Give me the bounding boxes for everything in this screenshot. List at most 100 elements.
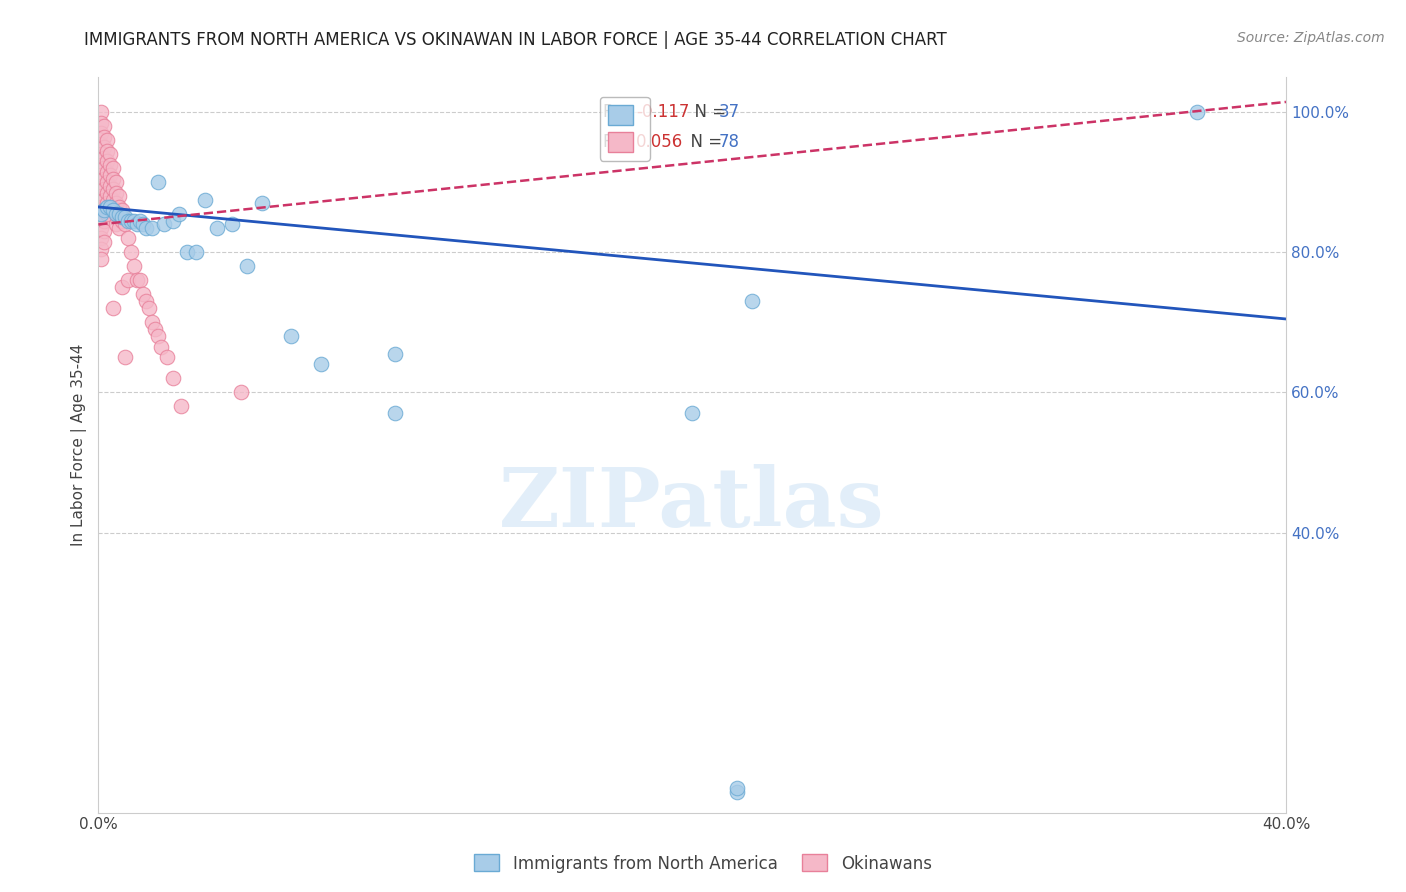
Point — [186, 245, 208, 260]
Point — [96, 154, 118, 169]
Point — [162, 371, 184, 385]
Point — [122, 260, 145, 274]
Point — [90, 211, 112, 225]
Point — [96, 176, 118, 190]
Point — [93, 172, 115, 186]
Point — [205, 221, 228, 235]
Point — [90, 158, 112, 172]
Point — [93, 161, 115, 176]
Point — [93, 224, 115, 238]
Point — [135, 221, 157, 235]
Text: 37: 37 — [718, 103, 740, 121]
Text: R =: R = — [603, 103, 640, 121]
Point — [90, 252, 112, 267]
Point — [114, 218, 136, 232]
Point — [96, 165, 118, 179]
Point — [90, 147, 112, 161]
Point — [93, 203, 115, 218]
Point — [132, 218, 155, 232]
Point — [103, 172, 125, 186]
Point — [103, 161, 125, 176]
Text: ZIPatlas: ZIPatlas — [499, 464, 884, 544]
Point — [93, 214, 115, 228]
Point — [105, 218, 128, 232]
Point — [135, 294, 157, 309]
Point — [221, 218, 243, 232]
Point — [117, 231, 139, 245]
Text: N =: N = — [683, 103, 731, 121]
Point — [125, 273, 148, 287]
Point — [105, 186, 128, 200]
Point — [122, 214, 145, 228]
Point — [105, 196, 128, 211]
Point — [138, 301, 160, 316]
Legend: Immigrants from North America, Okinawans: Immigrants from North America, Okinawans — [468, 847, 938, 880]
Point — [103, 203, 125, 218]
Point — [105, 176, 128, 190]
Point — [90, 200, 112, 214]
Point — [93, 235, 115, 249]
Point — [108, 211, 131, 225]
Point — [152, 218, 174, 232]
Point — [93, 203, 115, 218]
Point — [681, 407, 703, 421]
Text: N =: N = — [681, 133, 728, 151]
Point — [98, 158, 121, 172]
Legend: , : , — [599, 97, 650, 161]
Point — [103, 182, 125, 196]
Y-axis label: In Labor Force | Age 35-44: In Labor Force | Age 35-44 — [72, 343, 87, 546]
Point — [96, 196, 118, 211]
Point — [141, 316, 163, 330]
Point — [96, 133, 118, 147]
Point — [129, 273, 152, 287]
Point — [114, 351, 136, 365]
Point — [111, 214, 134, 228]
Point — [120, 214, 142, 228]
Point — [98, 189, 121, 203]
Point — [108, 207, 131, 221]
Point — [98, 169, 121, 183]
Point — [111, 211, 134, 225]
Point — [105, 207, 128, 221]
Point — [384, 347, 406, 361]
Text: 0.056: 0.056 — [637, 133, 683, 151]
Point — [90, 169, 112, 183]
Point — [96, 144, 118, 158]
Point — [167, 207, 190, 221]
Point — [229, 385, 252, 400]
Point — [111, 280, 134, 294]
Point — [105, 207, 128, 221]
Point — [176, 245, 198, 260]
Point — [90, 136, 112, 151]
Point — [141, 221, 163, 235]
Point — [114, 211, 136, 225]
Point — [170, 400, 193, 414]
Point — [90, 189, 112, 203]
Point — [108, 189, 131, 203]
Point — [98, 178, 121, 193]
Point — [96, 207, 118, 221]
Text: R =: R = — [603, 133, 640, 151]
Point — [90, 207, 112, 221]
Point — [90, 242, 112, 256]
Point — [146, 176, 169, 190]
Point — [162, 214, 184, 228]
Point — [93, 151, 115, 165]
Point — [98, 200, 121, 214]
Point — [93, 140, 115, 154]
Point — [96, 200, 118, 214]
Point — [103, 301, 125, 316]
Point — [90, 178, 112, 193]
Point — [156, 351, 179, 365]
Point — [309, 358, 332, 372]
Point — [111, 203, 134, 218]
Point — [90, 127, 112, 141]
Point — [96, 186, 118, 200]
Point — [93, 182, 115, 196]
Point — [132, 287, 155, 301]
Point — [725, 780, 748, 795]
Text: Source: ZipAtlas.com: Source: ZipAtlas.com — [1237, 31, 1385, 45]
Point — [103, 203, 125, 218]
Point — [149, 340, 172, 354]
Point — [90, 231, 112, 245]
